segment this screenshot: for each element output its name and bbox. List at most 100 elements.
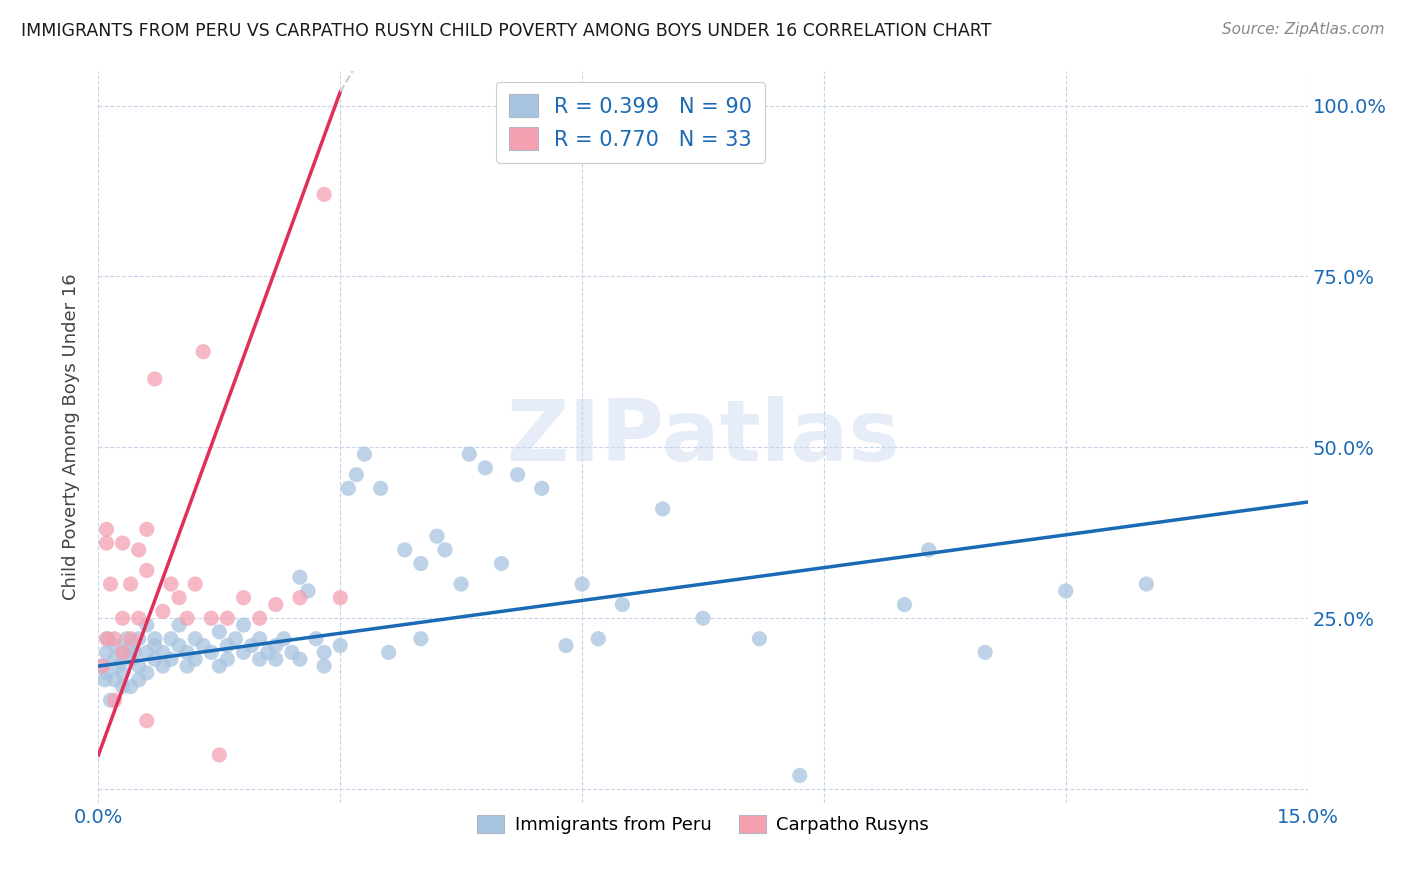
Text: Source: ZipAtlas.com: Source: ZipAtlas.com xyxy=(1222,22,1385,37)
Point xyxy=(200,645,222,659)
Point xyxy=(314,187,336,202)
Point xyxy=(337,481,360,495)
Point xyxy=(273,632,295,646)
Point xyxy=(232,645,254,659)
Point xyxy=(692,611,714,625)
Point xyxy=(91,659,114,673)
Text: IMMIGRANTS FROM PERU VS CARPATHO RUSYN CHILD POVERTY AMONG BOYS UNDER 16 CORRELA: IMMIGRANTS FROM PERU VS CARPATHO RUSYN C… xyxy=(21,22,991,40)
Point xyxy=(160,652,183,666)
Point xyxy=(249,652,271,666)
Point xyxy=(288,652,311,666)
Point xyxy=(370,481,392,495)
Point xyxy=(103,652,125,666)
Point xyxy=(586,632,609,646)
Point xyxy=(143,639,166,653)
Point xyxy=(1054,583,1077,598)
Point xyxy=(329,639,352,653)
Point xyxy=(232,618,254,632)
Point xyxy=(651,501,673,516)
Point xyxy=(224,632,246,646)
Point xyxy=(184,652,207,666)
Point xyxy=(232,591,254,605)
Point xyxy=(200,611,222,625)
Point xyxy=(264,652,287,666)
Point xyxy=(176,645,198,659)
Point xyxy=(305,632,328,646)
Point xyxy=(474,460,496,475)
Point xyxy=(167,618,190,632)
Point xyxy=(94,673,117,687)
Point xyxy=(120,652,142,666)
Point xyxy=(160,632,183,646)
Point xyxy=(409,632,432,646)
Point xyxy=(135,563,157,577)
Point xyxy=(409,557,432,571)
Point xyxy=(208,659,231,673)
Point xyxy=(111,680,134,694)
Point xyxy=(893,598,915,612)
Point xyxy=(97,632,120,646)
Point xyxy=(143,652,166,666)
Point xyxy=(167,591,190,605)
Point xyxy=(571,577,593,591)
Point xyxy=(450,577,472,591)
Point xyxy=(96,665,118,680)
Point xyxy=(314,645,336,659)
Point xyxy=(128,542,150,557)
Point xyxy=(297,583,319,598)
Point xyxy=(135,522,157,536)
Point xyxy=(107,659,129,673)
Point xyxy=(208,747,231,762)
Point xyxy=(152,645,174,659)
Point xyxy=(128,611,150,625)
Point xyxy=(426,529,449,543)
Legend: Immigrants from Peru, Carpatho Rusyns: Immigrants from Peru, Carpatho Rusyns xyxy=(470,807,936,841)
Point xyxy=(167,639,190,653)
Point xyxy=(184,632,207,646)
Point xyxy=(96,645,118,659)
Point xyxy=(143,632,166,646)
Point xyxy=(111,645,134,659)
Point xyxy=(240,639,263,653)
Point xyxy=(128,673,150,687)
Point xyxy=(111,611,134,625)
Point xyxy=(329,591,352,605)
Point xyxy=(748,632,770,646)
Point xyxy=(135,618,157,632)
Point xyxy=(217,652,239,666)
Point xyxy=(193,639,215,653)
Point xyxy=(120,680,142,694)
Point xyxy=(135,645,157,659)
Point xyxy=(124,645,146,659)
Y-axis label: Child Poverty Among Boys Under 16: Child Poverty Among Boys Under 16 xyxy=(62,274,80,600)
Point xyxy=(208,624,231,639)
Point xyxy=(184,577,207,591)
Point xyxy=(128,632,150,646)
Point xyxy=(111,645,134,659)
Point xyxy=(789,768,811,782)
Point xyxy=(249,611,271,625)
Point xyxy=(120,577,142,591)
Point xyxy=(100,693,122,707)
Point xyxy=(353,447,375,461)
Point xyxy=(974,645,997,659)
Point xyxy=(288,570,311,584)
Point xyxy=(249,632,271,646)
Point xyxy=(100,577,122,591)
Point xyxy=(115,632,138,646)
Point xyxy=(128,659,150,673)
Point xyxy=(96,536,118,550)
Point xyxy=(193,344,215,359)
Point xyxy=(103,673,125,687)
Point xyxy=(612,598,634,612)
Point xyxy=(111,536,134,550)
Point xyxy=(176,659,198,673)
Point xyxy=(394,542,416,557)
Point xyxy=(135,665,157,680)
Point xyxy=(103,639,125,653)
Point xyxy=(217,611,239,625)
Point xyxy=(176,611,198,625)
Text: ZIPatlas: ZIPatlas xyxy=(506,395,900,479)
Point xyxy=(103,693,125,707)
Point xyxy=(91,659,114,673)
